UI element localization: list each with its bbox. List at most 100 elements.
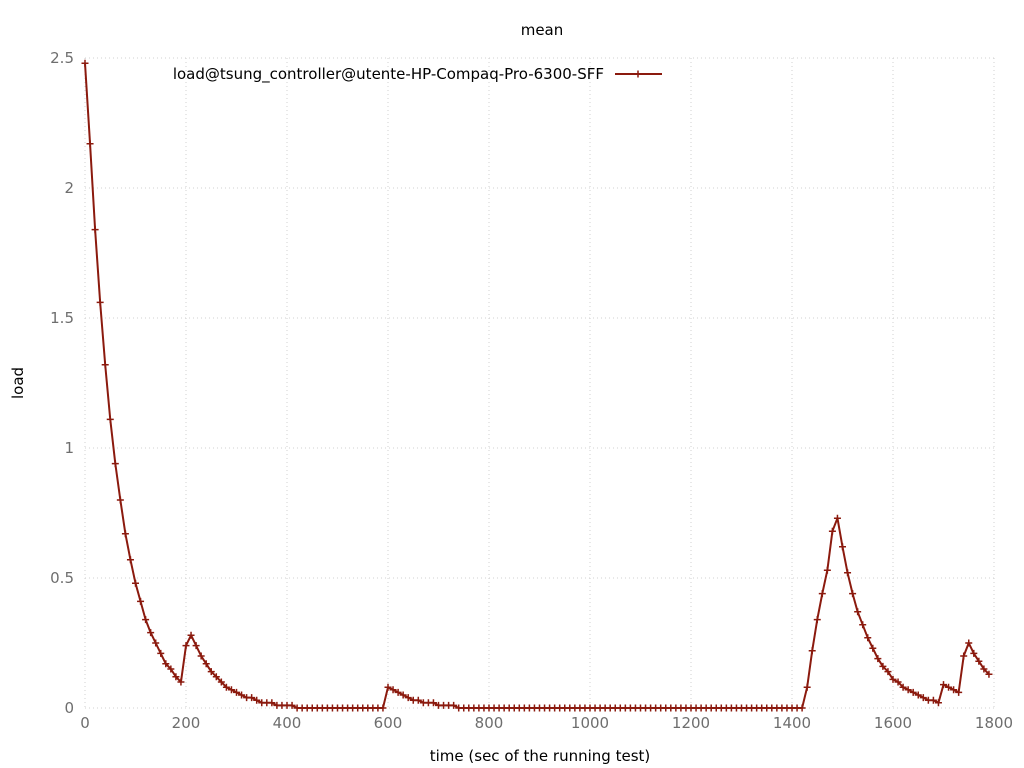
- series-0-point-73: [450, 701, 458, 709]
- series-0-point-155: [864, 634, 872, 642]
- series-0-point-34: [253, 696, 261, 704]
- series-0-point-59: [379, 704, 387, 712]
- series-0-point-148: [828, 527, 836, 535]
- series-0-point-161: [894, 678, 902, 686]
- x-tick-label-7: 1400: [773, 714, 811, 732]
- series-0-point-153: [854, 608, 862, 616]
- series-0-point-21: [187, 631, 195, 639]
- series-0-point-18: [172, 673, 180, 681]
- grid-layer: [84, 57, 995, 709]
- series-0-point-168: [929, 696, 937, 704]
- y-tick-label-5: 2.5: [50, 49, 74, 67]
- series-0-point-64: [404, 694, 412, 702]
- series-0-point-177: [975, 657, 983, 665]
- series-0-point-173: [955, 688, 963, 696]
- series-0-point-179: [985, 670, 993, 678]
- series-0-point-145: [813, 616, 821, 624]
- series-0-point-24: [202, 660, 210, 668]
- series-0-point-61: [389, 686, 397, 694]
- series-0-point-20: [182, 642, 190, 650]
- x-tick-label-0: 0: [80, 714, 90, 732]
- series-0-point-169: [934, 699, 942, 707]
- series-0-point-14: [152, 639, 160, 647]
- series-0-point-0: [81, 59, 89, 67]
- series-0-point-25: [207, 668, 215, 676]
- label-layer: mean time (sec of the running test) load: [9, 21, 650, 765]
- series-0-point-170: [940, 681, 947, 689]
- series-0-point-66: [414, 696, 422, 704]
- legend-series-marker: [634, 70, 642, 78]
- series-0-point-142: [798, 704, 806, 712]
- series-0-point-6: [111, 460, 119, 468]
- series-0-point-159: [884, 668, 892, 676]
- series-0-point-172: [950, 686, 958, 694]
- series-0-point-28: [222, 683, 230, 691]
- series-0-point-3: [96, 298, 104, 306]
- y-axis-label: load: [9, 367, 27, 399]
- series-0-point-165: [914, 691, 922, 699]
- x-tick-label-5: 1000: [571, 714, 609, 732]
- x-tick-label-3: 600: [374, 714, 403, 732]
- legend-series-label: load@tsung_controller@utente-HP-Compaq-P…: [173, 65, 604, 84]
- series-0-point-23: [197, 652, 205, 660]
- legend: load@tsung_controller@utente-HP-Compaq-P…: [173, 65, 662, 84]
- y-tick-label-0: 0: [64, 699, 74, 717]
- series-0-point-163: [904, 686, 912, 694]
- x-axis-label: time (sec of the running test): [430, 747, 651, 765]
- x-tick-label-4: 800: [475, 714, 504, 732]
- series-0-point-9: [126, 556, 134, 564]
- series-0-point-4: [101, 361, 109, 369]
- series-0-point-11: [137, 597, 145, 605]
- series-0-point-37: [268, 699, 276, 707]
- chart-title: mean: [521, 21, 564, 39]
- series-0-point-17: [167, 665, 175, 673]
- y-tick-label-4: 2: [64, 179, 74, 197]
- series-0-point-2: [91, 226, 99, 234]
- series-0-point-30: [233, 688, 240, 696]
- series-0-point-166: [919, 694, 927, 702]
- series-0-point-154: [859, 621, 867, 629]
- series-0-point-160: [889, 675, 897, 683]
- series-0-point-16: [162, 660, 170, 668]
- series-0-point-29: [227, 686, 235, 694]
- series-0-point-1: [86, 140, 94, 148]
- x-tick-label-2: 400: [273, 714, 302, 732]
- x-tick-label-6: 1200: [672, 714, 710, 732]
- axis-layer: 0 200 400 600 800 1000 1200 1400 1600 1800 0 0.5 1 1.…: [50, 49, 1013, 732]
- series-0-point-152: [849, 590, 857, 598]
- series-0-point-175: [965, 639, 973, 647]
- series-0-point-62: [394, 688, 402, 696]
- series-0-point-5: [106, 415, 114, 423]
- series-0-point-13: [147, 629, 155, 637]
- series-0-point-158: [879, 662, 887, 670]
- series-0-point-15: [157, 649, 165, 657]
- series-0-point-60: [384, 683, 392, 691]
- series-0-point-164: [909, 688, 917, 696]
- series-0-point-26: [212, 673, 220, 681]
- series-0-point-157: [874, 655, 882, 663]
- series-0-point-41: [288, 701, 296, 709]
- series-0-point-150: [839, 543, 846, 551]
- series-0-point-63: [399, 691, 407, 699]
- y-tick-label-2: 1: [64, 439, 74, 457]
- series-0-point-149: [833, 514, 841, 522]
- series-0-point-146: [818, 590, 826, 598]
- x-tick-label-9: 1800: [975, 714, 1013, 732]
- series-0-point-27: [217, 678, 225, 686]
- series-layer: [81, 59, 993, 712]
- series-0-point-10: [132, 579, 139, 587]
- series-0-point-19: [177, 678, 185, 686]
- series-0-point-171: [945, 683, 953, 691]
- series-0-point-178: [980, 665, 988, 673]
- series-0-point-151: [844, 569, 852, 577]
- x-tick-label-1: 200: [172, 714, 201, 732]
- series-0-point-12: [142, 616, 150, 624]
- series-0-point-143: [803, 683, 811, 691]
- series-0-point-31: [238, 691, 246, 699]
- y-tick-label-1: 0.5: [50, 569, 74, 587]
- series-0-point-7: [116, 496, 124, 504]
- series-0-point-156: [869, 644, 877, 652]
- series-0-point-22: [192, 642, 200, 650]
